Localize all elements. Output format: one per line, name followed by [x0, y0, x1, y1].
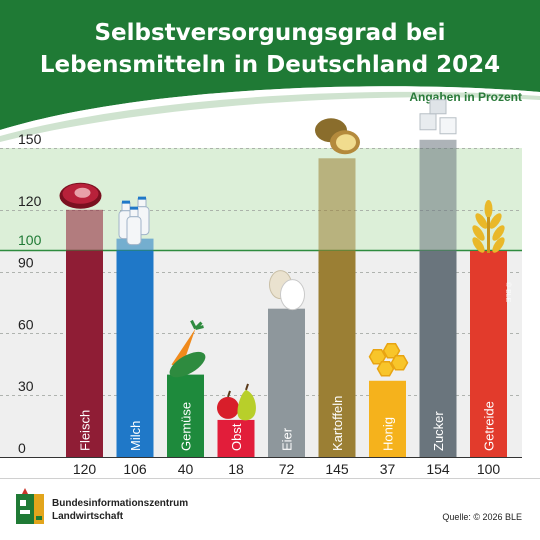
sugar-cubes-icon [419, 99, 457, 135]
chart-title-line2: Lebensmitteln in Deutschland 2024 [40, 52, 500, 78]
category-label-kartoffeln: Kartoffeln [330, 396, 345, 451]
bar-zucker-surplus [419, 139, 457, 251]
value-label-getreide: 100 [477, 461, 501, 477]
chart-title-line1: Selbstversorgungsgrad bei [94, 20, 445, 46]
reference-label-100: 100 [18, 232, 42, 248]
category-label-honig: Honig [381, 417, 396, 451]
value-label-kartoffeln: 145 [325, 461, 349, 477]
bar-zucker [419, 251, 457, 457]
bar-milch [116, 251, 154, 457]
footer: Bundesinformationszentrum Landwirtschaft… [0, 478, 540, 524]
category-labels: Fleisch Milch Gemüse Obst Eier Kartoffeln Honi… [78, 396, 497, 451]
vegetables-icon [169, 319, 206, 378]
potatoes-icon [315, 118, 360, 155]
y-tick-label: 0 [18, 440, 26, 456]
organization-line1: Bundesinformationszentrum [52, 498, 188, 509]
header-swoosh [0, 86, 540, 136]
bar-kartoffeln [318, 251, 356, 457]
bar-getreide [470, 251, 507, 457]
bar-fleisch [66, 251, 103, 457]
unit-note: Angaben in Prozent [409, 90, 522, 104]
bar-kartoffeln-surplus [318, 158, 356, 251]
meat-icon [59, 182, 102, 209]
value-label-fleisch: 120 [73, 461, 97, 477]
y-tick-label: 150 [18, 131, 42, 147]
category-label-milch: Milch [128, 421, 143, 451]
bzl-logo-icon [16, 488, 44, 524]
value-label-milch: 106 [123, 461, 147, 477]
wheat-icon [472, 200, 505, 253]
category-label-getreide: Getreide [482, 401, 497, 451]
header-swoosh-shadow [0, 91, 540, 142]
header: Selbstversorgungsgrad bei Lebensmitteln … [0, 0, 540, 142]
category-label-eier: Eier [280, 427, 295, 451]
organization-line2: Landwirtschaft [52, 511, 124, 522]
bars [66, 139, 507, 457]
food-icons [59, 99, 505, 421]
y-tick-label: 60 [18, 316, 34, 332]
category-label-fleisch: Fleisch [78, 410, 93, 451]
y-tick-label: 120 [18, 193, 42, 209]
milk-bottles-icon [118, 196, 150, 246]
source-note: Quelle: © 2026 BLE [442, 512, 522, 522]
value-labels: 120 106 40 18 72 145 37 154 100 [73, 461, 501, 477]
value-label-eier: 72 [279, 461, 295, 477]
watermark: © BLE [504, 282, 512, 303]
value-label-obst: 18 [228, 461, 244, 477]
y-tick-label: 90 [18, 255, 34, 271]
bar-gemüse [167, 374, 204, 457]
category-label-zucker: Zucker [431, 411, 446, 451]
header-banner [0, 0, 540, 130]
value-label-gemüse: 40 [178, 461, 194, 477]
fruit-icon [217, 383, 256, 421]
bar-fleisch-surplus [66, 209, 103, 251]
honeycomb-icon [368, 343, 409, 377]
category-label-obst: Obst [229, 423, 244, 451]
y-axis-ticks: 0 30 60 90 120 150 [18, 131, 42, 456]
bar-obst [217, 419, 255, 457]
category-label-gemüse: Gemüse [179, 402, 194, 451]
value-label-honig: 37 [380, 461, 396, 477]
bar-honig [369, 380, 406, 457]
bar-eier [268, 308, 305, 457]
value-label-zucker: 154 [426, 461, 450, 477]
eggs-icon [269, 270, 305, 311]
y-tick-label: 30 [18, 378, 34, 394]
